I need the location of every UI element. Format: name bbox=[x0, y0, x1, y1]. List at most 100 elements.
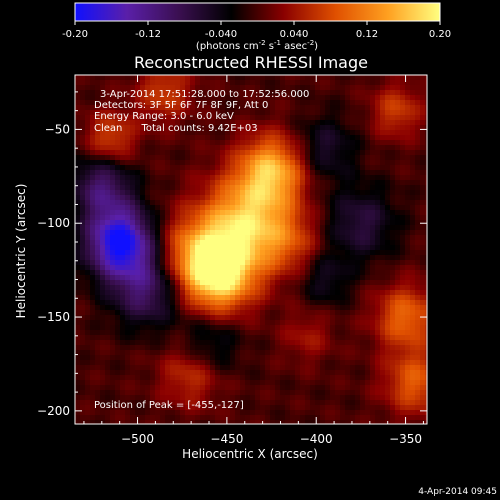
heatmap-cell bbox=[360, 250, 366, 256]
heatmap-cell bbox=[235, 120, 241, 126]
heatmap-cell bbox=[160, 325, 166, 331]
heatmap-cell bbox=[235, 155, 241, 161]
heatmap-cell bbox=[270, 325, 276, 331]
heatmap-cell bbox=[405, 400, 411, 406]
heatmap-cell bbox=[125, 200, 131, 206]
heatmap-cell bbox=[255, 150, 261, 156]
heatmap-cell bbox=[210, 350, 216, 356]
heatmap-cell bbox=[220, 395, 226, 401]
heatmap-cell bbox=[265, 410, 271, 416]
heatmap-cell bbox=[420, 85, 426, 91]
heatmap-cell bbox=[85, 225, 91, 231]
heatmap-cell bbox=[325, 75, 331, 81]
heatmap-cell bbox=[145, 85, 151, 91]
heatmap-cell bbox=[310, 370, 316, 376]
heatmap-cell bbox=[425, 315, 427, 321]
heatmap-cell bbox=[90, 240, 96, 246]
heatmap-cell bbox=[350, 270, 356, 276]
heatmap-cell bbox=[150, 220, 156, 226]
heatmap-cell bbox=[310, 185, 316, 191]
heatmap-cell bbox=[405, 205, 411, 211]
heatmap-cell bbox=[110, 155, 116, 161]
heatmap-cell bbox=[395, 240, 401, 246]
heatmap-cell bbox=[180, 290, 186, 296]
heatmap-cell bbox=[105, 190, 111, 196]
heatmap-cell bbox=[145, 90, 151, 96]
heatmap-cell bbox=[80, 370, 86, 376]
heatmap-cell bbox=[225, 410, 231, 416]
heatmap-cell bbox=[395, 375, 401, 381]
heatmap-cell bbox=[355, 225, 361, 231]
heatmap-cell bbox=[125, 300, 131, 306]
heatmap-cell bbox=[395, 130, 401, 136]
heatmap-cell bbox=[125, 355, 131, 361]
heatmap-cell bbox=[125, 185, 131, 191]
heatmap-cell bbox=[345, 220, 351, 226]
heatmap-cell bbox=[125, 415, 131, 421]
heatmap-cell bbox=[120, 360, 126, 366]
heatmap-cell bbox=[220, 150, 226, 156]
heatmap-cell bbox=[160, 320, 166, 326]
colorbar-tick-label: -0.20 bbox=[62, 29, 88, 40]
heatmap-cell bbox=[210, 205, 216, 211]
heatmap-cell bbox=[145, 245, 151, 251]
heatmap-cell bbox=[115, 405, 121, 411]
heatmap-cell bbox=[220, 325, 226, 331]
heatmap-cell bbox=[80, 285, 86, 291]
heatmap-cell bbox=[310, 310, 316, 316]
heatmap-cell bbox=[255, 260, 261, 266]
heatmap-cell bbox=[315, 205, 321, 211]
heatmap-cell bbox=[265, 145, 271, 151]
heatmap-cell bbox=[215, 185, 221, 191]
heatmap-cell bbox=[270, 85, 276, 91]
heatmap-cell bbox=[135, 195, 141, 201]
heatmap-cell bbox=[265, 375, 271, 381]
heatmap-cell bbox=[325, 130, 331, 136]
heatmap-cell bbox=[390, 340, 396, 346]
heatmap-cell bbox=[305, 220, 311, 226]
heatmap-cell bbox=[295, 230, 301, 236]
heatmap-cell bbox=[270, 330, 276, 336]
heatmap-cell bbox=[225, 290, 231, 296]
heatmap-cell bbox=[90, 115, 96, 121]
heatmap-cell bbox=[240, 375, 246, 381]
heatmap-cell bbox=[205, 230, 211, 236]
heatmap-cell bbox=[300, 225, 306, 231]
heatmap-cell bbox=[285, 200, 291, 206]
heatmap-cell bbox=[385, 300, 391, 306]
heatmap-cell bbox=[195, 200, 201, 206]
heatmap-cell bbox=[190, 320, 196, 326]
heatmap-cell bbox=[340, 240, 346, 246]
heatmap-cell bbox=[340, 170, 346, 176]
heatmap-cell bbox=[100, 125, 106, 131]
heatmap-cell bbox=[265, 165, 271, 171]
heatmap-cell bbox=[390, 140, 396, 146]
heatmap-cell bbox=[405, 355, 411, 361]
heatmap-cell bbox=[350, 280, 356, 286]
heatmap-cell bbox=[350, 150, 356, 156]
heatmap-cell bbox=[210, 75, 216, 81]
heatmap-cell bbox=[395, 355, 401, 361]
heatmap-cell bbox=[380, 345, 386, 351]
heatmap-cell bbox=[275, 105, 281, 111]
heatmap-cell bbox=[85, 410, 91, 416]
heatmap-cell bbox=[100, 145, 106, 151]
heatmap-cell bbox=[390, 110, 396, 116]
heatmap-cell bbox=[355, 215, 361, 221]
heatmap-cell bbox=[420, 290, 426, 296]
heatmap-cell bbox=[365, 310, 371, 316]
heatmap-cell bbox=[205, 420, 211, 424]
heatmap-cell bbox=[245, 185, 251, 191]
heatmap-cell bbox=[170, 265, 176, 271]
heatmap-cell bbox=[225, 200, 231, 206]
heatmap-cell bbox=[305, 145, 311, 151]
heatmap-cell bbox=[340, 400, 346, 406]
heatmap-cell bbox=[365, 190, 371, 196]
heatmap-cell bbox=[250, 75, 256, 81]
heatmap-cell bbox=[310, 190, 316, 196]
heatmap-cell bbox=[425, 335, 427, 341]
heatmap-cell bbox=[120, 215, 126, 221]
heatmap-cell bbox=[270, 155, 276, 161]
heatmap-cell bbox=[230, 330, 236, 336]
heatmap-cell bbox=[335, 305, 341, 311]
